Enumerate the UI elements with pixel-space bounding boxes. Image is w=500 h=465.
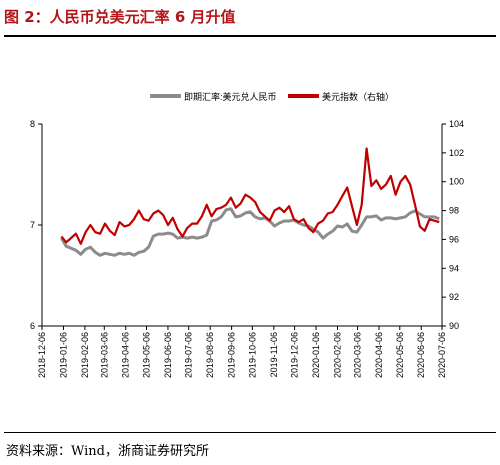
source-note: 资料来源：Wind，浙商证券研究所 <box>6 444 209 459</box>
chart-axes: 6 7 8 90 92 94 96 98 100 102 104 2018-12-06 2019-01-… <box>30 119 464 378</box>
right-tick-label: 96 <box>449 234 459 244</box>
right-tick-label: 98 <box>449 206 459 216</box>
x-tick-label: 2020-02-06 <box>333 332 343 378</box>
chart-legend: 即期汇率:美元兑人民币 美元指数（右轴） <box>150 91 394 102</box>
x-tick-label: 2019-06-06 <box>163 332 173 378</box>
right-tick-label: 90 <box>449 321 459 331</box>
x-tick-label: 2019-03-06 <box>99 332 109 378</box>
figure-title: 图 2：人民币兑美元汇率 6 月升值 <box>4 8 236 26</box>
x-tick-label: 2019-02-06 <box>80 332 90 378</box>
x-tick-label: 2020-07-06 <box>437 332 447 378</box>
left-tick-label: 6 <box>30 321 35 331</box>
legend-label-usdcny: 即期汇率:美元兑人民币 <box>184 91 277 102</box>
right-tick-label: 104 <box>449 119 464 129</box>
right-tick-label: 94 <box>449 263 459 273</box>
legend-label-dxy: 美元指数（右轴） <box>322 91 394 102</box>
x-tick-label: 2020-03-06 <box>353 332 363 378</box>
x-tick-label: 2019-05-06 <box>141 332 151 378</box>
x-tick-label: 2019-11-06 <box>269 332 279 377</box>
x-tick-label: 2020-01-06 <box>311 332 321 378</box>
x-tick-label: 2020-04-06 <box>374 332 384 378</box>
right-tick-label: 92 <box>449 292 459 302</box>
x-tick-label: 2019-07-06 <box>184 332 194 378</box>
usdcny-series-line <box>60 207 440 257</box>
line-chart: 即期汇率:美元兑人民币 美元指数（右轴） 6 7 8 90 92 94 96 98 100 102… <box>30 91 464 378</box>
x-tick-label: 2019-04-06 <box>121 332 131 378</box>
left-tick-label: 8 <box>30 119 35 129</box>
x-tick-label: 2019-01-06 <box>58 332 68 378</box>
x-tick-label: 2019-08-06 <box>205 332 215 378</box>
x-tick-label: 2020-05-06 <box>395 332 405 378</box>
right-tick-label: 100 <box>449 177 464 187</box>
dxy-series-line <box>60 147 440 245</box>
chart-lines <box>60 147 440 257</box>
source-rule <box>4 432 496 433</box>
x-tick-label: 2020-06-06 <box>416 332 426 378</box>
x-tick-label: 2019-10-06 <box>247 332 257 378</box>
x-tick-label: 2019-09-06 <box>227 332 237 378</box>
left-tick-label: 7 <box>30 220 35 230</box>
right-tick-label: 102 <box>449 148 464 158</box>
x-tick-label: 2018-12-06 <box>37 332 47 378</box>
title-rule <box>4 35 496 37</box>
x-tick-label: 2019-12-06 <box>290 332 300 378</box>
